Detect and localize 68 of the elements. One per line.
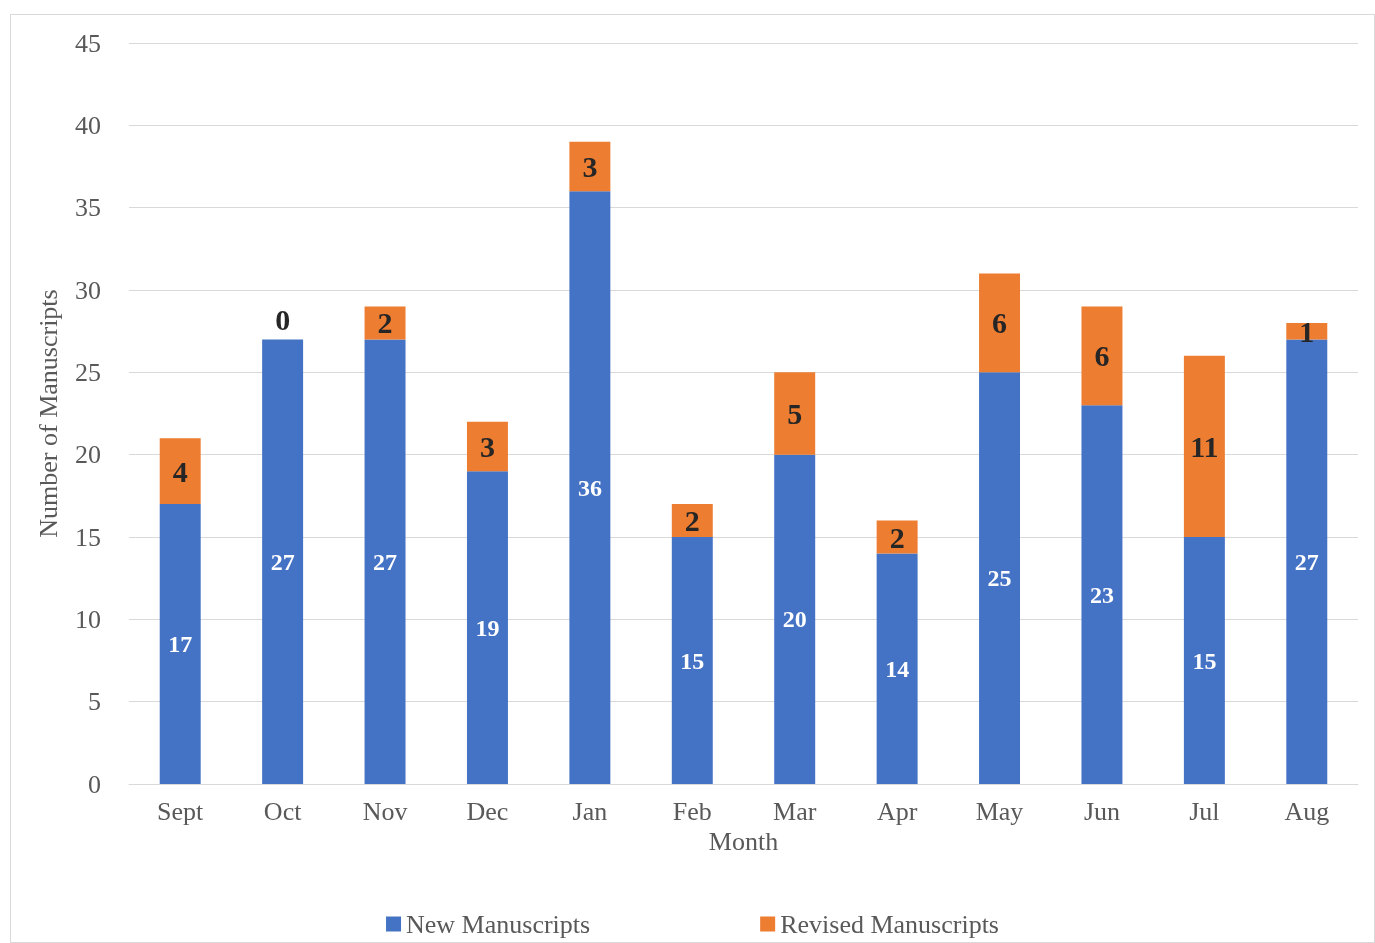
bar	[979, 273, 1021, 373]
y-tick-label: 0	[88, 769, 101, 799]
data-label: 27	[1294, 548, 1319, 575]
y-tick-label: 10	[75, 604, 101, 634]
data-label: 6	[992, 306, 1008, 340]
data-label: 15	[680, 647, 705, 674]
data-label: 17	[168, 631, 193, 658]
x-tick-label: Mar	[773, 796, 817, 826]
y-tick-label: 40	[75, 110, 101, 140]
bar	[1183, 355, 1225, 537]
x-tick-label: Dec	[466, 796, 509, 826]
data-label: 14	[885, 655, 910, 682]
data-label: 2	[377, 306, 393, 340]
y-tick-label: 35	[75, 193, 101, 223]
bar	[1081, 405, 1123, 784]
bar	[262, 339, 304, 784]
bar	[1081, 306, 1123, 406]
data-label: 15	[1192, 647, 1217, 674]
bar	[569, 191, 611, 784]
x-tick-label: Jan	[572, 796, 608, 826]
bar	[159, 438, 201, 505]
data-label: 3	[479, 429, 495, 463]
y-tick-label: 20	[75, 440, 101, 470]
data-label: 27	[373, 548, 398, 575]
bar	[364, 339, 406, 784]
y-tick-label: 15	[75, 522, 101, 552]
data-label: 11	[1190, 429, 1219, 463]
x-tick-label: Apr	[876, 796, 918, 826]
data-label: 5	[787, 397, 803, 430]
x-axis-title: Month	[708, 827, 779, 857]
legend-label: New Manuscripts	[406, 909, 591, 939]
bar	[1183, 537, 1225, 784]
y-tick-label: 30	[75, 275, 101, 305]
bar	[774, 372, 816, 455]
data-label: 19	[475, 614, 500, 641]
bar	[466, 421, 508, 472]
x-tick-label: Feb	[672, 796, 712, 826]
bar	[466, 471, 508, 784]
data-label: 1	[1299, 314, 1315, 348]
x-tick-label: Sept	[157, 796, 205, 826]
bar	[159, 504, 201, 784]
data-label: 2	[889, 520, 905, 554]
data-label: 6	[1094, 339, 1110, 373]
bar	[774, 454, 816, 784]
data-label: 4	[172, 454, 188, 488]
y-tick-label: 5	[88, 687, 101, 717]
data-label: 0	[275, 302, 291, 336]
data-label: 27	[270, 548, 295, 575]
x-tick-label: Jun	[1083, 796, 1121, 826]
legend-label: Revised Manuscripts	[780, 909, 999, 939]
x-tick-label: Jul	[1189, 796, 1220, 826]
data-label: 36	[577, 474, 602, 501]
y-axis-title: Number of Manuscripts	[33, 289, 63, 538]
data-label: 3	[582, 150, 598, 183]
data-label: 25	[987, 565, 1012, 592]
x-tick-label: Nov	[362, 796, 408, 826]
data-label: 20	[782, 606, 807, 633]
bar	[979, 372, 1021, 784]
bar	[569, 141, 611, 192]
bar	[671, 537, 713, 784]
x-tick-label: Oct	[263, 796, 303, 826]
x-tick-label: Aug	[1284, 796, 1330, 826]
data-label: 23	[1089, 581, 1114, 608]
bar	[876, 553, 918, 784]
y-tick-label: 45	[75, 28, 101, 58]
data-label: 2	[684, 504, 700, 538]
x-tick-label: May	[975, 796, 1024, 826]
y-tick-label: 25	[75, 357, 101, 387]
